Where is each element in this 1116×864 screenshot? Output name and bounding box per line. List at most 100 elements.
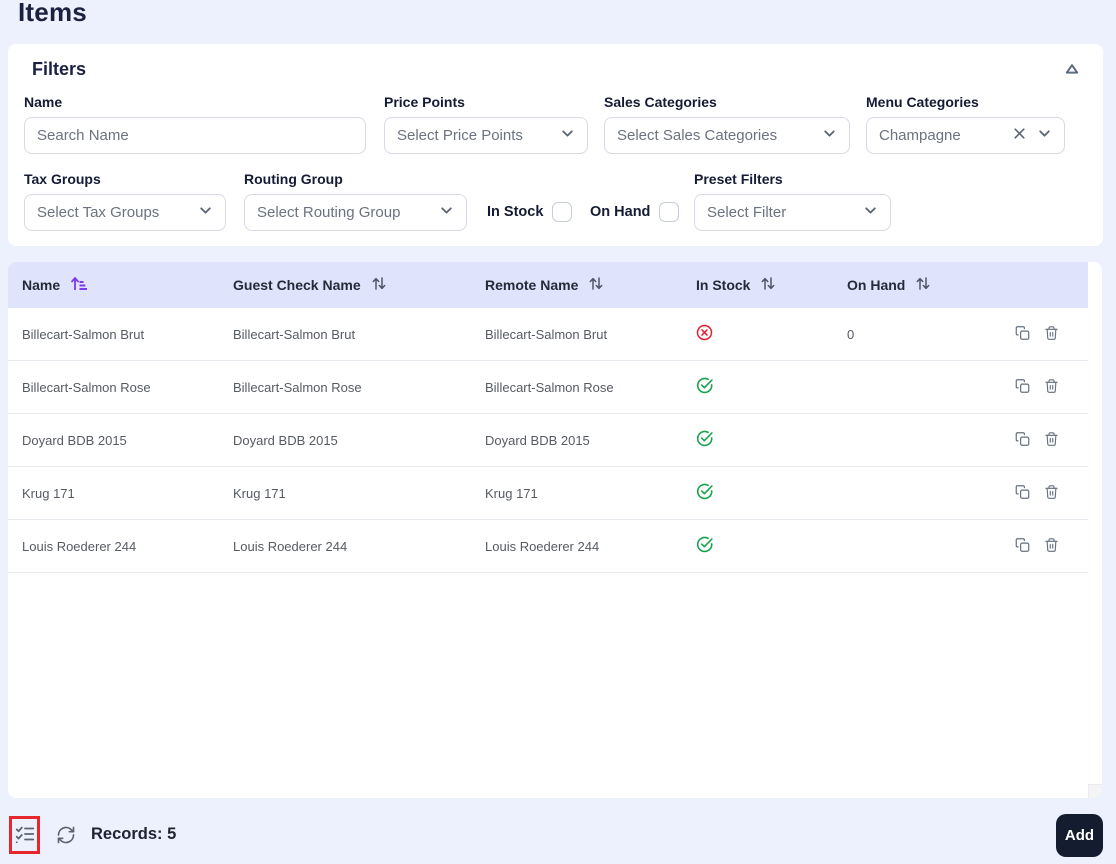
cell-name: Krug 171	[22, 485, 75, 501]
name-search-input[interactable]	[24, 117, 366, 154]
chevron-down-icon	[198, 203, 213, 222]
filters-title: Filters	[32, 59, 87, 79]
cell-guest-check-name: Doyard BDB 2015	[233, 432, 338, 448]
refresh-button[interactable]	[56, 825, 76, 845]
on-hand-checkbox[interactable]	[659, 202, 680, 222]
copy-icon	[1015, 537, 1030, 556]
copy-icon	[1015, 325, 1030, 344]
chevron-down-icon	[822, 126, 837, 145]
duplicate-item-button[interactable]	[1015, 537, 1030, 556]
table-row[interactable]: Billecart-Salmon Rose Billecart-Salmon R…	[8, 361, 1088, 414]
sales-categories-value: Select Sales Categories	[617, 127, 778, 144]
chevron-down-icon	[863, 203, 878, 222]
sort-icon[interactable]	[588, 276, 604, 294]
name-filter-label: Name	[24, 94, 63, 110]
tax-groups-value: Select Tax Groups	[37, 204, 160, 221]
copy-icon	[1015, 378, 1030, 397]
table-body: Billecart-Salmon Brut Billecart-Salmon B…	[8, 308, 1088, 573]
cell-in-stock	[682, 324, 833, 344]
price-points-value: Select Price Points	[397, 127, 523, 144]
copy-icon	[1015, 484, 1030, 503]
price-points-select[interactable]: Select Price Points	[384, 117, 588, 154]
column-header-label: Remote Name	[485, 277, 579, 293]
cell-guest-check-name: Billecart-Salmon Brut	[233, 326, 356, 342]
tax-groups-label: Tax Groups	[24, 171, 101, 187]
collapse-filters-button[interactable]	[1063, 61, 1081, 79]
records-count: Records: 5	[91, 825, 177, 843]
column-header-in-stock[interactable]: In Stock	[682, 276, 833, 294]
preset-filters-value: Select Filter	[707, 204, 787, 221]
cell-in-stock	[682, 536, 833, 556]
column-header-label: In Stock	[696, 277, 751, 293]
column-header-on-hand[interactable]: On Hand	[833, 276, 983, 294]
duplicate-item-button[interactable]	[1015, 325, 1030, 344]
cell-in-stock	[682, 377, 833, 397]
sales-categories-label: Sales Categories	[604, 94, 717, 110]
cell-on-hand: 0	[847, 326, 855, 342]
delete-item-button[interactable]	[1044, 484, 1059, 503]
table-header-row: Name Guest Check Name Remote Name	[8, 262, 1088, 308]
scrollbar-corner[interactable]	[1088, 784, 1102, 798]
in-stock-icon	[696, 430, 833, 450]
column-header-guest-check-name[interactable]: Guest Check Name	[219, 276, 471, 294]
table-row[interactable]: Billecart-Salmon Brut Billecart-Salmon B…	[8, 308, 1088, 361]
preset-filters-select[interactable]: Select Filter	[694, 194, 891, 231]
menu-categories-value: Champagne	[879, 127, 961, 144]
sort-ascending-active-icon[interactable]	[70, 275, 88, 295]
cell-name: Billecart-Salmon Rose	[22, 379, 151, 395]
cell-in-stock	[682, 430, 833, 450]
table-row[interactable]: Krug 171 Krug 171 Krug 171	[8, 467, 1088, 520]
column-options-button-highlighted[interactable]	[9, 816, 40, 854]
trash-icon	[1044, 325, 1059, 344]
duplicate-item-button[interactable]	[1015, 431, 1030, 450]
cell-name: Louis Roederer 244	[22, 538, 137, 554]
cell-in-stock	[682, 483, 833, 503]
delete-item-button[interactable]	[1044, 431, 1059, 450]
sort-icon[interactable]	[371, 276, 387, 294]
list-checks-icon	[14, 823, 36, 848]
delete-item-button[interactable]	[1044, 325, 1059, 344]
column-header-name[interactable]: Name	[8, 275, 219, 295]
delete-item-button[interactable]	[1044, 378, 1059, 397]
in-stock-icon	[696, 377, 833, 397]
sort-icon[interactable]	[915, 276, 931, 294]
routing-group-label: Routing Group	[244, 171, 343, 187]
out-of-stock-icon	[696, 324, 833, 344]
duplicate-item-button[interactable]	[1015, 378, 1030, 397]
sort-icon[interactable]	[760, 276, 776, 294]
trash-icon	[1044, 431, 1059, 450]
cell-remote-name: Billecart-Salmon Rose	[485, 379, 614, 395]
trash-icon	[1044, 484, 1059, 503]
clear-selection-icon[interactable]	[1012, 126, 1027, 145]
copy-icon	[1015, 431, 1030, 450]
trash-icon	[1044, 537, 1059, 556]
duplicate-item-button[interactable]	[1015, 484, 1030, 503]
sales-categories-select[interactable]: Select Sales Categories	[604, 117, 850, 154]
collapse-triangle-icon	[1065, 63, 1079, 78]
add-button[interactable]: Add	[1056, 814, 1103, 857]
column-header-label: Name	[22, 277, 61, 293]
table-row[interactable]: Louis Roederer 244 Louis Roederer 244 Lo…	[8, 520, 1088, 573]
table-row[interactable]: Doyard BDB 2015 Doyard BDB 2015 Doyard B…	[8, 414, 1088, 467]
chevron-down-icon	[439, 203, 454, 222]
chevron-down-icon	[560, 126, 575, 145]
cell-remote-name: Louis Roederer 244	[485, 538, 600, 554]
filters-panel: Filters Name Price Points Select Price P…	[8, 44, 1103, 246]
in-stock-checkbox[interactable]	[552, 202, 573, 222]
column-header-label: Guest Check Name	[233, 277, 361, 293]
delete-item-button[interactable]	[1044, 537, 1059, 556]
items-table: Name Guest Check Name Remote Name	[8, 262, 1102, 798]
menu-categories-label: Menu Categories	[866, 94, 979, 110]
cell-name: Billecart-Salmon Brut	[22, 326, 145, 342]
routing-group-value: Select Routing Group	[257, 204, 401, 221]
menu-categories-select[interactable]: Champagne	[866, 117, 1065, 154]
cell-guest-check-name: Billecart-Salmon Rose	[233, 379, 362, 395]
cell-name: Doyard BDB 2015	[22, 432, 127, 448]
refresh-icon	[56, 826, 76, 848]
column-header-remote-name[interactable]: Remote Name	[471, 276, 682, 294]
cell-remote-name: Krug 171	[485, 485, 538, 501]
routing-group-select[interactable]: Select Routing Group	[244, 194, 467, 231]
cell-guest-check-name: Louis Roederer 244	[233, 538, 348, 554]
tax-groups-select[interactable]: Select Tax Groups	[24, 194, 226, 231]
cell-remote-name: Billecart-Salmon Brut	[485, 326, 608, 342]
